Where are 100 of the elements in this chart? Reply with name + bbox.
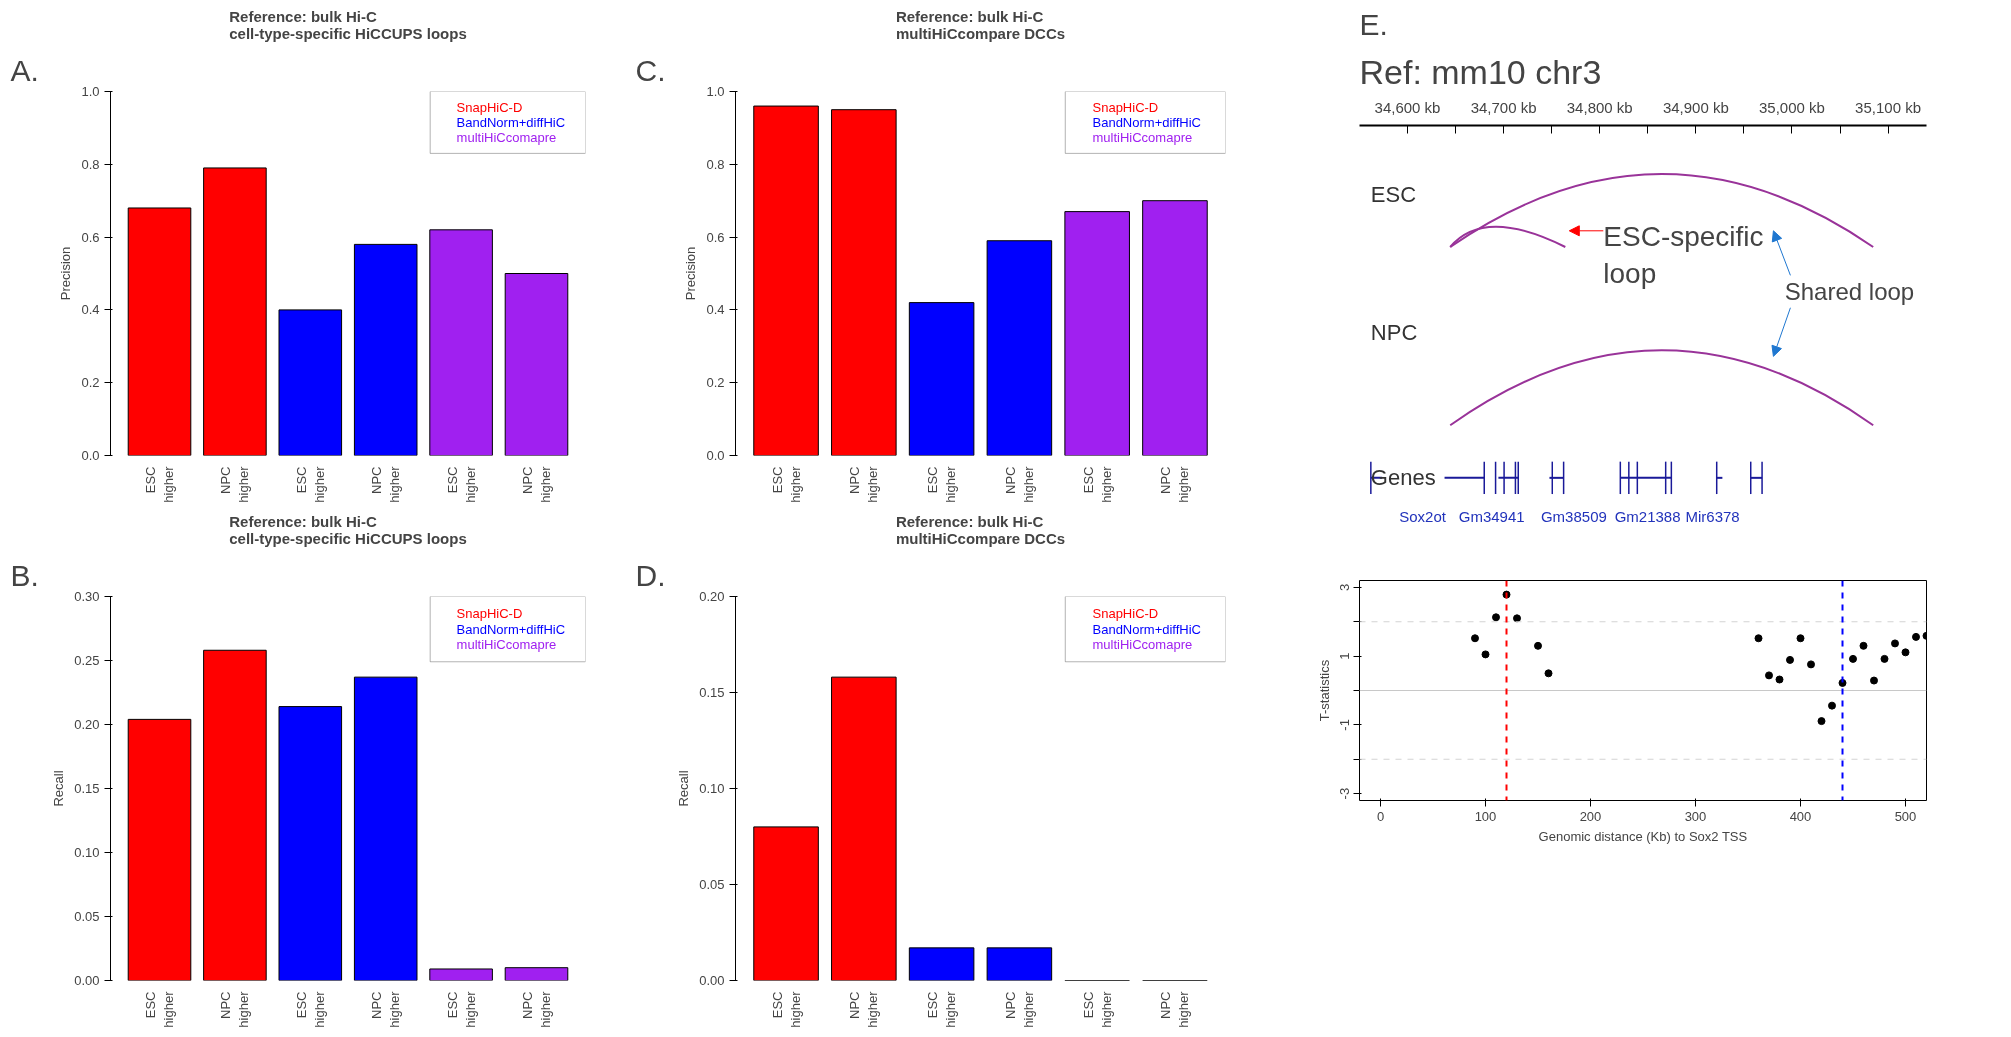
text: Gm21388 bbox=[1614, 507, 1681, 525]
x-tick-label: ESC higher bbox=[1080, 465, 1114, 503]
text: B. bbox=[10, 558, 39, 592]
point bbox=[1765, 671, 1773, 680]
point bbox=[1880, 654, 1889, 663]
point bbox=[1849, 654, 1857, 663]
bar bbox=[429, 968, 493, 981]
x-tick-label: NPC higher bbox=[1158, 990, 1192, 1028]
y-tick-label: 0.20 bbox=[699, 589, 725, 604]
y-axis-title: Recall bbox=[51, 770, 67, 807]
x-tick-label: 0 bbox=[1376, 808, 1385, 824]
x-tick-label: 300 bbox=[1684, 808, 1707, 824]
text: BandNorm+diffHiC bbox=[1092, 114, 1202, 130]
x-tick-label: NPC higher bbox=[519, 990, 553, 1028]
y-tick-label: 0.15 bbox=[699, 685, 725, 700]
x-tick-label: ESC higher bbox=[925, 465, 959, 503]
x-tick-label: NPC higher bbox=[218, 990, 252, 1028]
x-tick-label: ESC higher bbox=[769, 465, 803, 503]
text: multiHiCcomapre bbox=[456, 637, 557, 653]
point bbox=[1828, 701, 1836, 710]
bar bbox=[831, 676, 897, 981]
chart-title: Reference: bulk Hi-C multiHiCcompare DCCs bbox=[895, 512, 1066, 547]
y-tick-label: 1.0 bbox=[706, 84, 725, 99]
text: D. bbox=[635, 558, 666, 592]
text: Shared loop bbox=[1784, 278, 1915, 306]
point bbox=[1534, 641, 1542, 650]
bar bbox=[753, 826, 819, 981]
text: Mir6378 bbox=[1685, 507, 1740, 525]
x-tick-label: NPC higher bbox=[847, 465, 881, 503]
text: SnapHiC-D bbox=[1092, 605, 1159, 621]
point bbox=[1754, 634, 1763, 643]
y-axis-title: Precision bbox=[683, 246, 699, 301]
text: Genes bbox=[1370, 465, 1436, 491]
x-tick-label: ESC higher bbox=[143, 465, 177, 503]
text: Gm38509 bbox=[1540, 507, 1607, 525]
x-tick-label: 400 bbox=[1789, 808, 1812, 824]
text: Sox2ot bbox=[1399, 507, 1447, 525]
text: ESC bbox=[1370, 181, 1417, 207]
text: 34,900 kb bbox=[1662, 98, 1729, 116]
text: Ref: mm10 chr3 bbox=[1359, 52, 1602, 91]
point bbox=[1901, 648, 1910, 657]
x-tick-label: ESC higher bbox=[769, 990, 803, 1028]
point bbox=[1544, 669, 1553, 678]
y-tick-label: 0.6 bbox=[706, 229, 725, 245]
y-tick-label: 0.4 bbox=[706, 302, 725, 318]
point bbox=[1513, 614, 1521, 623]
x-tick-label: ESC higher bbox=[444, 990, 478, 1028]
bar bbox=[753, 105, 819, 456]
x-tick-label: NPC higher bbox=[369, 990, 403, 1028]
text: BandNorm+diffHiC bbox=[456, 114, 566, 130]
point bbox=[1481, 650, 1490, 659]
x-tick-label: 200 bbox=[1579, 808, 1602, 824]
point bbox=[1870, 676, 1878, 685]
bar bbox=[831, 109, 897, 456]
x-tick-label: ESC higher bbox=[444, 465, 478, 503]
y-tick-label: 0.2 bbox=[81, 375, 100, 391]
text: NPC bbox=[1370, 319, 1418, 345]
text: 34,800 kb bbox=[1566, 98, 1633, 116]
y-tick-label: 0.05 bbox=[699, 877, 725, 892]
chart-title: Reference: bulk Hi-C cell-type-specific HiCCUPS loops bbox=[229, 7, 467, 42]
y-tick-label: 0.10 bbox=[74, 845, 100, 860]
bar bbox=[908, 947, 975, 981]
point bbox=[1859, 641, 1868, 650]
point bbox=[1786, 655, 1794, 664]
bar bbox=[986, 947, 1053, 981]
point bbox=[1492, 613, 1500, 622]
point bbox=[1817, 717, 1826, 726]
text: 34,700 kb bbox=[1470, 98, 1537, 116]
bar bbox=[353, 243, 418, 456]
x-tick-label: NPC higher bbox=[218, 465, 252, 503]
y-tick-label: 0.30 bbox=[74, 589, 100, 604]
bar bbox=[1142, 200, 1208, 456]
bar bbox=[127, 207, 192, 456]
text: multiHiCcomapre bbox=[456, 129, 557, 145]
y-tick-label: -3 bbox=[1336, 787, 1352, 800]
text: SnapHiC-D bbox=[1092, 100, 1159, 116]
y-tick-label: 0.25 bbox=[74, 653, 100, 668]
text: A. bbox=[10, 53, 39, 87]
y-tick-label: -1 bbox=[1336, 719, 1352, 731]
bar bbox=[1064, 211, 1130, 456]
text: ESC-specific loop bbox=[1603, 221, 1764, 290]
text: multiHiCcomapre bbox=[1092, 129, 1193, 145]
bar bbox=[127, 718, 192, 981]
text: SnapHiC-D bbox=[456, 100, 523, 116]
text: 35,000 kb bbox=[1759, 98, 1825, 116]
y-tick-label: 0.8 bbox=[706, 156, 725, 172]
chart-title: Reference: bulk Hi-C cell-type-specific HiCCUPS loops bbox=[229, 512, 467, 547]
text: 35,100 kb bbox=[1855, 98, 1921, 116]
y-tick-label: 0.4 bbox=[81, 302, 100, 318]
x-tick-label: ESC higher bbox=[143, 990, 177, 1028]
y-tick-label: 0.15 bbox=[74, 781, 100, 796]
y-tick-label: 1 bbox=[1336, 652, 1352, 660]
point bbox=[1775, 675, 1784, 684]
point bbox=[1891, 639, 1899, 648]
bar bbox=[986, 240, 1053, 456]
bar bbox=[429, 229, 493, 456]
y-tick-label: 0.00 bbox=[74, 973, 100, 988]
y-tick-label: 0.2 bbox=[706, 375, 725, 391]
y-tick-label: 0.6 bbox=[81, 229, 100, 245]
point bbox=[1471, 634, 1479, 643]
